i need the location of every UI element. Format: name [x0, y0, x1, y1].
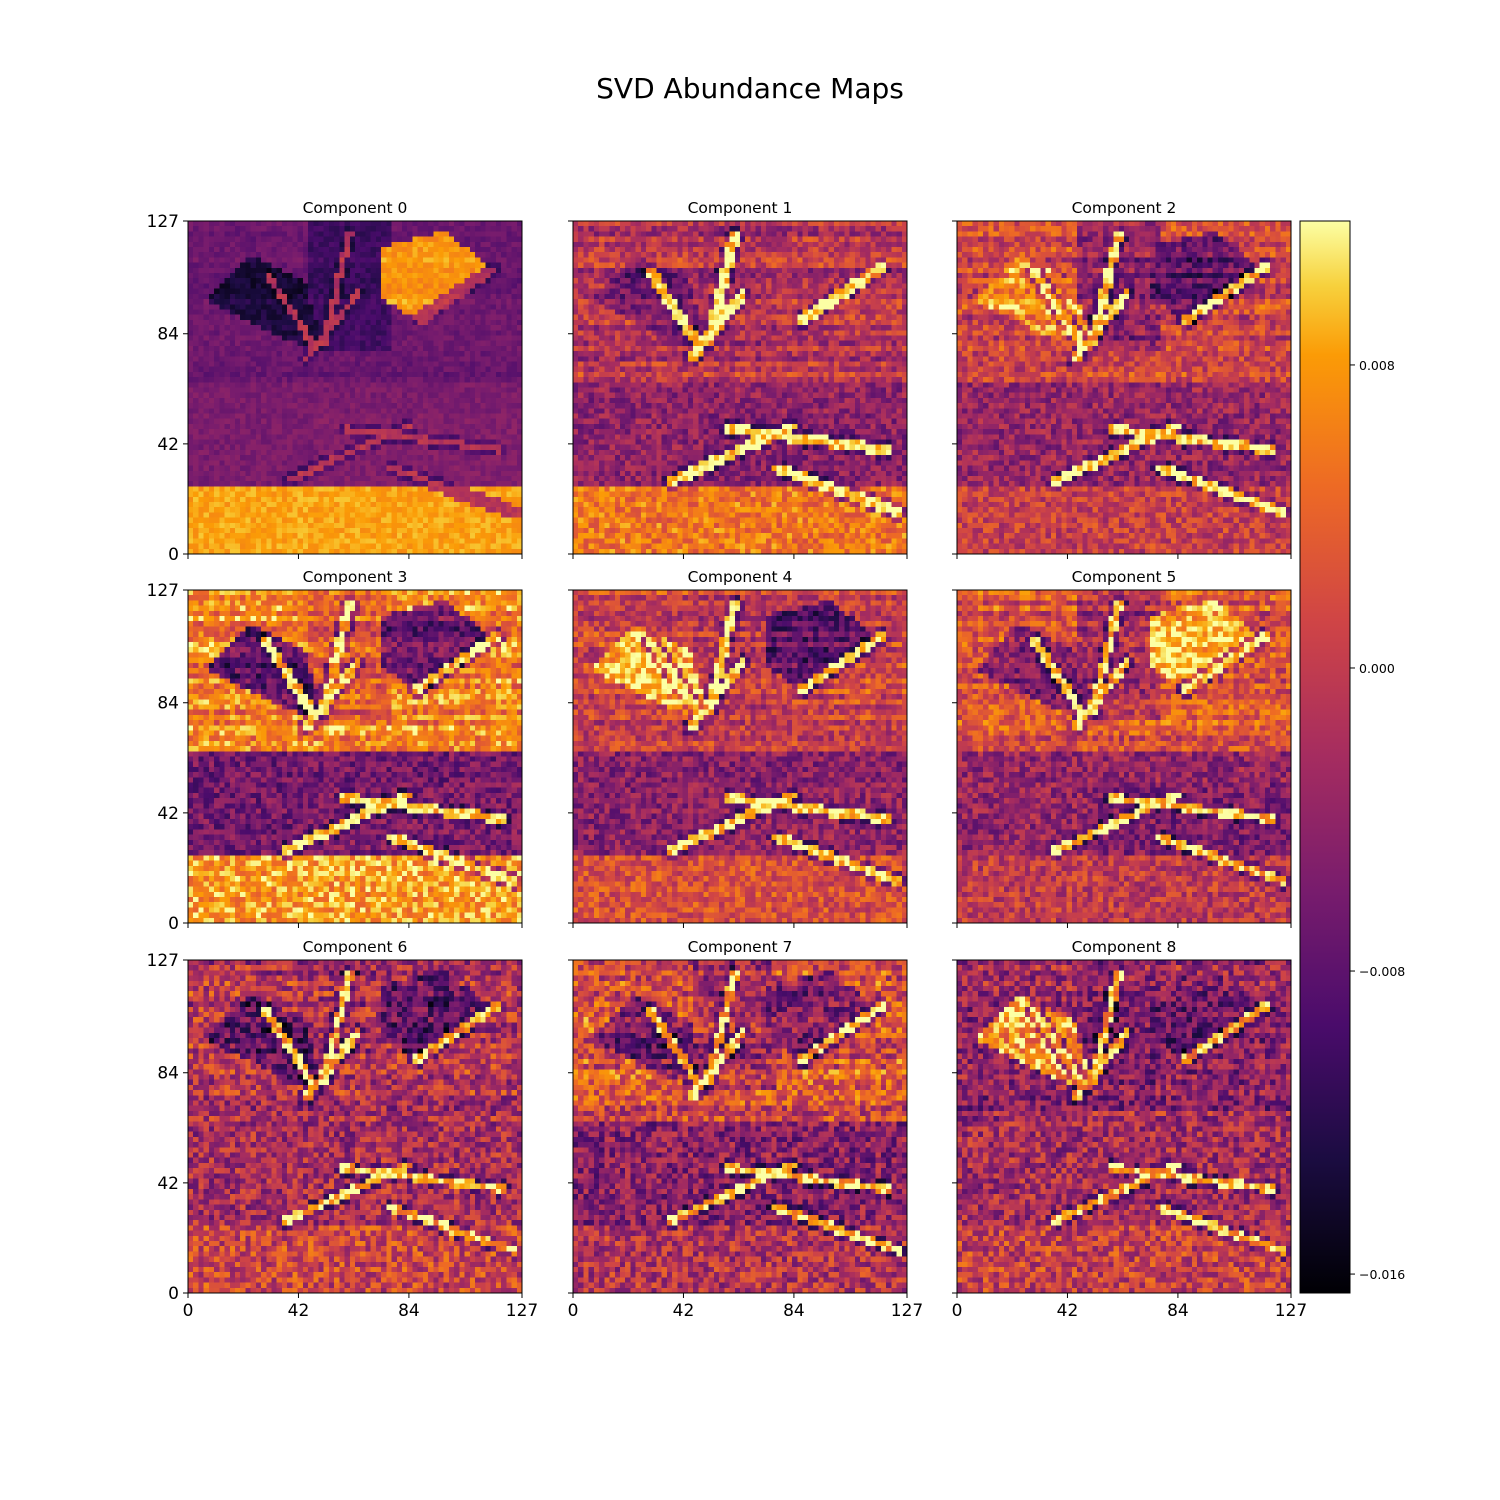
heatmap-image — [188, 221, 522, 554]
x-tick-label: 42 — [673, 1301, 695, 1321]
x-tick-label: 0 — [183, 1301, 194, 1321]
y-tick-label: 127 — [147, 581, 179, 601]
heatmap-image — [188, 590, 522, 923]
panel-title: Component 7 — [688, 938, 793, 956]
y-tick-label: 42 — [157, 435, 179, 455]
axes-frame — [956, 589, 1292, 924]
x-tick-label: 0 — [952, 1301, 963, 1321]
panel-component-1: Component 1 — [568, 199, 908, 559]
colorbar-tick-label: −0.008 — [1359, 964, 1405, 979]
y-tick-label: 127 — [147, 951, 179, 971]
colorbar-tick-label: −0.016 — [1359, 1267, 1405, 1282]
panel-title: Component 8 — [1072, 938, 1177, 956]
colorbar-tick-label: 0.008 — [1359, 358, 1395, 373]
y-tick-label: 84 — [157, 694, 179, 714]
y-tick-label: 84 — [157, 325, 179, 345]
panel-component-6: Component 6 0 42 84 127 0 42 84 127 — [147, 938, 539, 1321]
y-tick-label: 0 — [168, 545, 179, 565]
y-tick-label: 0 — [168, 1284, 179, 1304]
x-tick-label: 42 — [288, 1301, 310, 1321]
panel-title: Component 6 — [303, 938, 408, 956]
panel-title: Component 5 — [1072, 568, 1177, 586]
colorbar-gradient — [1300, 221, 1350, 1293]
panel-component-7: Component 7 0 42 84 127 — [568, 938, 924, 1321]
axes-frame — [572, 220, 908, 555]
axes-frame — [572, 589, 908, 924]
x-tick-label: 0 — [568, 1301, 579, 1321]
panel-title: Component 3 — [303, 568, 408, 586]
figure-title: SVD Abundance Maps — [596, 72, 904, 105]
panel-title: Component 0 — [303, 199, 408, 217]
heatmap-image — [188, 960, 522, 1293]
y-tick-label: 42 — [157, 1174, 179, 1194]
panel-title: Component 1 — [688, 199, 793, 217]
panel-component-4: Component 4 — [568, 568, 908, 928]
panel-title: Component 4 — [688, 568, 793, 586]
y-tick-label: 0 — [168, 914, 179, 934]
x-tick-label: 42 — [1057, 1301, 1079, 1321]
panel-component-8: Component 8 0 42 84 127 — [952, 938, 1308, 1321]
x-tick-label: 127 — [1275, 1301, 1307, 1321]
axes-frame — [572, 959, 908, 1294]
heatmap-image — [573, 590, 907, 923]
axes-frame — [187, 589, 523, 924]
y-tick-label: 84 — [157, 1064, 179, 1084]
heatmap-image — [957, 590, 1291, 923]
colorbar-tick-label: 0.000 — [1359, 661, 1395, 676]
axes-frame — [187, 959, 523, 1294]
x-tick-label: 84 — [1167, 1301, 1189, 1321]
heatmap-image — [573, 960, 907, 1293]
axes-frame — [956, 959, 1292, 1294]
heatmap-image — [573, 221, 907, 554]
axes-frame — [956, 220, 1292, 555]
x-tick-label: 84 — [783, 1301, 805, 1321]
heatmap-image — [957, 221, 1291, 554]
x-tick-label: 127 — [891, 1301, 923, 1321]
axes-frame — [187, 220, 523, 555]
x-tick-label: 127 — [506, 1301, 538, 1321]
y-tick-label: 127 — [147, 212, 179, 232]
panel-grid: Component 0 0 42 84 127 Component 1 Component … — [147, 199, 1308, 1321]
panel-title: Component 2 — [1072, 199, 1177, 217]
x-tick-label: 84 — [398, 1301, 420, 1321]
y-tick-label: 42 — [157, 804, 179, 824]
panel-component-0: Component 0 0 42 84 127 — [147, 199, 523, 565]
panel-component-3: Component 3 0 42 84 127 — [147, 568, 523, 934]
colorbar-frame — [1299, 220, 1351, 1294]
colorbar: 0.008 0.000 −0.008 −0.016 — [1299, 220, 1405, 1294]
panel-component-2: Component 2 — [952, 199, 1292, 559]
heatmap-image — [957, 960, 1291, 1293]
panel-component-5: Component 5 — [952, 568, 1292, 928]
